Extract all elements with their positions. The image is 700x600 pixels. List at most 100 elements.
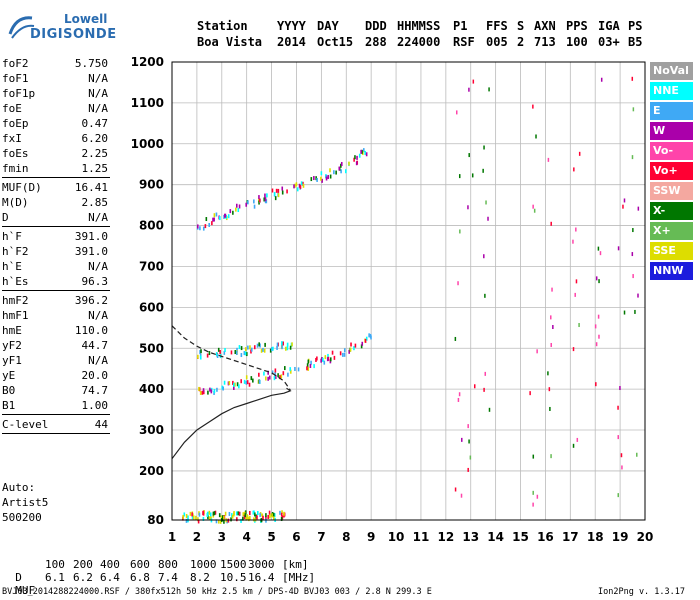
- logo-text-lowell: Lowell: [64, 12, 108, 26]
- echo-point: [343, 352, 346, 357]
- echo-point: [244, 510, 247, 515]
- param-value: 391.0: [74, 245, 108, 258]
- echo-point: [280, 374, 283, 379]
- noise-point: [575, 227, 577, 232]
- echo-point: [267, 376, 269, 381]
- echo-point: [258, 342, 260, 347]
- echo-point: [348, 349, 351, 354]
- echo-point: [298, 183, 301, 188]
- noise-point: [595, 342, 598, 347]
- echo-point: [222, 386, 224, 391]
- distance-row: D: [2, 558, 22, 584]
- echo-point: [220, 515, 223, 520]
- x-tick-label: 18: [587, 530, 604, 544]
- noise-point: [631, 155, 634, 160]
- echo-point: [185, 518, 188, 523]
- auto-version: 500200: [2, 511, 42, 524]
- noise-point: [550, 454, 552, 459]
- echo-point: [209, 387, 211, 392]
- header-label-ddd: DDD: [365, 19, 387, 33]
- echo-point: [191, 515, 194, 520]
- echo-point: [265, 513, 267, 518]
- echo-point: [370, 335, 372, 340]
- echo-point: [245, 380, 248, 385]
- auto-label: Auto:: [2, 481, 36, 494]
- echo-point: [223, 350, 226, 355]
- param-name: foEs: [2, 147, 29, 160]
- echo-point: [232, 210, 234, 215]
- echo-point: [340, 169, 342, 174]
- noise-point: [471, 173, 474, 178]
- file-info: BVJ03_2014288224000.RSF / 380fx512h 50 k…: [2, 587, 432, 597]
- digisonde-logo: Lowell DIGISONDE: [6, 10, 118, 46]
- echo-point: [265, 376, 267, 381]
- echo-point: [281, 345, 283, 350]
- header-label-s: S: [517, 19, 525, 33]
- noise-point: [600, 77, 603, 82]
- param-row: h`F2 391.0: [2, 244, 110, 259]
- noise-point: [598, 334, 600, 339]
- param-name: M(D): [2, 196, 29, 209]
- echo-point: [271, 188, 274, 193]
- param-name: yF1: [2, 354, 22, 367]
- profile-extrapolation: [171, 325, 291, 391]
- header-label-ps: PS: [628, 19, 643, 33]
- echo-point: [197, 519, 200, 524]
- echo-point: [199, 390, 202, 395]
- echo-point: [228, 380, 231, 385]
- echo-point: [321, 178, 323, 183]
- echo-point: [229, 209, 232, 214]
- echo-point: [235, 203, 238, 208]
- param-row: yE 20.0: [2, 368, 110, 383]
- noise-point: [472, 79, 475, 84]
- noise-point: [617, 246, 620, 251]
- echo-point: [279, 510, 281, 515]
- distance-value: 800: [158, 558, 178, 571]
- echo-point: [259, 343, 261, 348]
- param-row: fmin 1.25: [2, 161, 110, 176]
- muf-value: [MHz]: [282, 571, 316, 584]
- echo-point: [214, 510, 217, 515]
- noise-point: [578, 323, 580, 328]
- echo-point: [329, 168, 331, 173]
- noise-point: [457, 281, 459, 286]
- echo-point: [273, 513, 276, 518]
- noise-point: [460, 493, 463, 498]
- echo-point: [256, 515, 258, 520]
- noise-point: [487, 216, 489, 221]
- header-value-ddd: 288: [365, 35, 387, 49]
- echo-point: [320, 171, 323, 176]
- noise-point: [595, 276, 598, 281]
- echo-point: [215, 352, 218, 357]
- param-name: D: [2, 211, 9, 224]
- param-value: N/A: [88, 102, 108, 115]
- param-name: foE: [2, 102, 22, 115]
- y-tick-label: 1100: [131, 96, 164, 110]
- echo-point: [219, 350, 221, 355]
- echo-point: [262, 515, 264, 520]
- noise-point: [532, 104, 534, 109]
- noise-point: [598, 279, 600, 284]
- echo-point: [325, 176, 328, 181]
- echo-point: [353, 346, 355, 351]
- echo-point: [260, 348, 263, 353]
- echo-point: [307, 366, 310, 371]
- param-row: foEs 2.25: [2, 146, 110, 161]
- echo-point: [265, 516, 267, 521]
- echo-point: [266, 193, 268, 198]
- noise-point: [532, 204, 534, 209]
- echo-point: [276, 345, 278, 350]
- echo-point: [242, 516, 244, 521]
- echo-point: [265, 518, 267, 523]
- noise-point: [576, 437, 579, 442]
- echo-point: [316, 177, 318, 182]
- echo-point: [233, 382, 235, 387]
- echo-point: [270, 347, 273, 352]
- echo-point: [326, 357, 329, 362]
- header-label-p1: P1: [453, 19, 468, 33]
- muf-value: 6.1: [45, 571, 65, 584]
- echo-point: [331, 350, 334, 355]
- echo-point: [271, 370, 274, 375]
- distance-value: [km]: [282, 558, 309, 571]
- chart-marks: [171, 76, 640, 524]
